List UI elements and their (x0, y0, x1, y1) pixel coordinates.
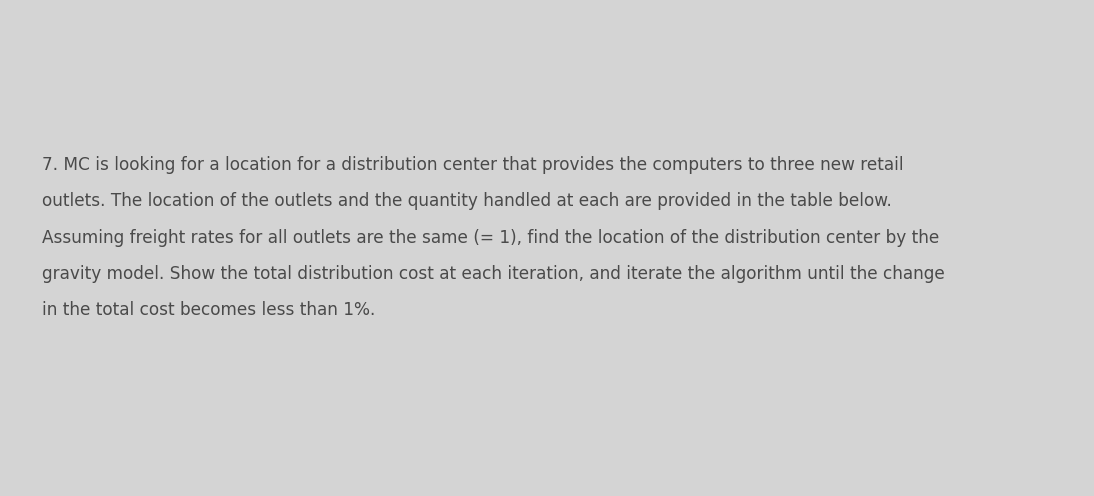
Text: 7. MC is looking for a location for a distribution center that provides the comp: 7. MC is looking for a location for a di… (42, 156, 904, 174)
Text: gravity model. Show the total distribution cost at each iteration, and iterate t: gravity model. Show the total distributi… (42, 265, 944, 283)
Text: Assuming freight rates for all outlets are the same (= 1), find the location of : Assuming freight rates for all outlets a… (42, 229, 939, 247)
Text: outlets. The location of the outlets and the quantity handled at each are provid: outlets. The location of the outlets and… (42, 192, 892, 210)
Text: in the total cost becomes less than 1%.: in the total cost becomes less than 1%. (42, 301, 375, 319)
